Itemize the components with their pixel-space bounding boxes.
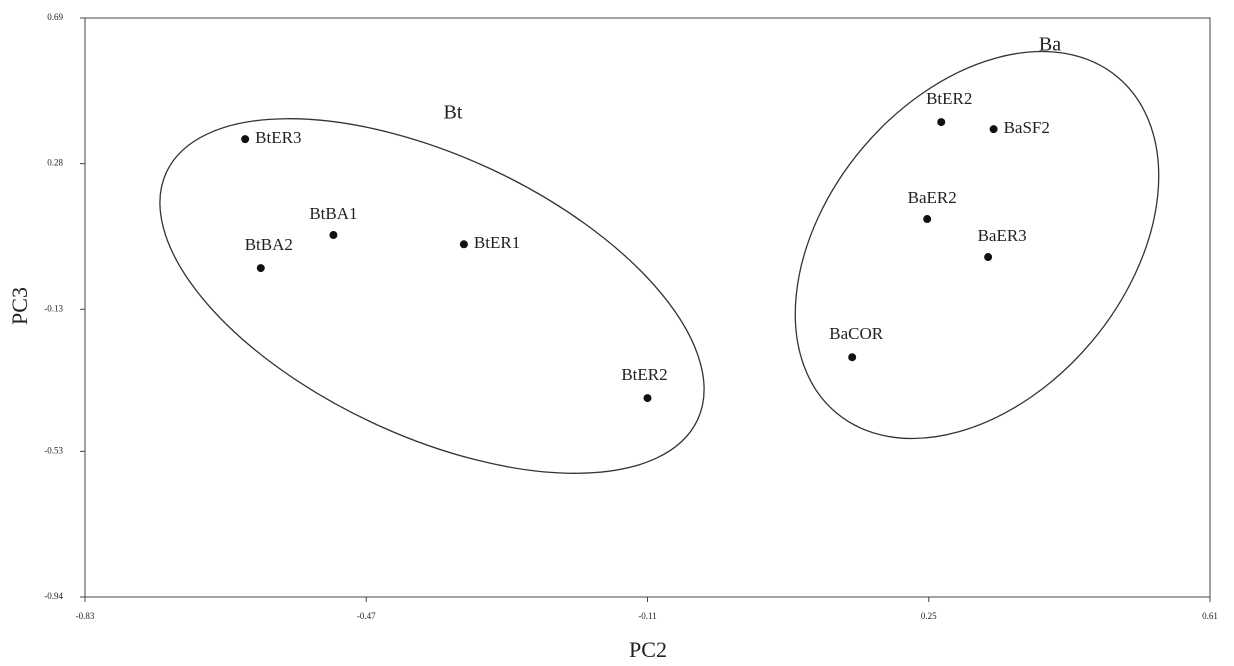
y-tick-label: 0.28: [47, 158, 63, 168]
x-tick-label: -0.83: [76, 611, 95, 621]
y-tick-label: -0.94: [44, 591, 63, 601]
y-tick-label: -0.53: [44, 445, 63, 455]
point-label: BaER3: [978, 226, 1027, 245]
y-tick-label: 0.69: [47, 12, 63, 22]
point-label: BaCOR: [829, 324, 884, 343]
point: [937, 118, 946, 127]
point-label: BtER2: [621, 365, 667, 384]
point-label: BaSF2: [1004, 118, 1050, 137]
point: [643, 394, 652, 403]
point-label: BtBA2: [245, 235, 293, 254]
point: [256, 264, 265, 273]
x-axis-title: PC2: [629, 637, 667, 662]
point: [989, 125, 998, 134]
point-label: BtER2: [926, 89, 972, 108]
plot-frame: [84, 17, 1211, 598]
point: [459, 240, 468, 249]
point: [848, 353, 857, 362]
point: [984, 253, 993, 262]
point: [329, 231, 338, 240]
x-tick-label: -0.47: [357, 611, 376, 621]
x-tick-label: 0.25: [921, 611, 937, 621]
y-axis-title: PC3: [7, 287, 32, 325]
point-label: BtER1: [474, 233, 520, 252]
point-label: BaER2: [908, 188, 957, 207]
y-tick-label: -0.13: [44, 303, 63, 313]
group-ellipse: [159, 118, 705, 474]
group-ellipse: [794, 50, 1160, 440]
x-tick-label: -0.11: [638, 611, 656, 621]
point-label: BtER3: [255, 128, 301, 147]
x-tick-label: 0.61: [1202, 611, 1218, 621]
group-label: Ba: [1039, 34, 1061, 56]
point: [923, 215, 932, 224]
point-label: BtBA1: [309, 204, 357, 223]
point: [241, 135, 250, 144]
group-label: Bt: [444, 102, 463, 124]
